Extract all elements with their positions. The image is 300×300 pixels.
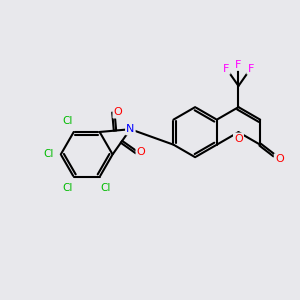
Text: Cl: Cl [62,116,73,126]
Text: N: N [126,124,134,134]
Text: O: O [114,107,122,117]
Text: F: F [235,60,242,70]
Text: F: F [248,64,254,74]
Text: O: O [275,154,284,164]
Text: Cl: Cl [43,149,54,159]
Text: O: O [234,134,243,144]
Text: F: F [223,64,230,74]
Text: Cl: Cl [62,183,73,193]
Text: O: O [136,147,146,157]
Text: Cl: Cl [100,183,111,193]
